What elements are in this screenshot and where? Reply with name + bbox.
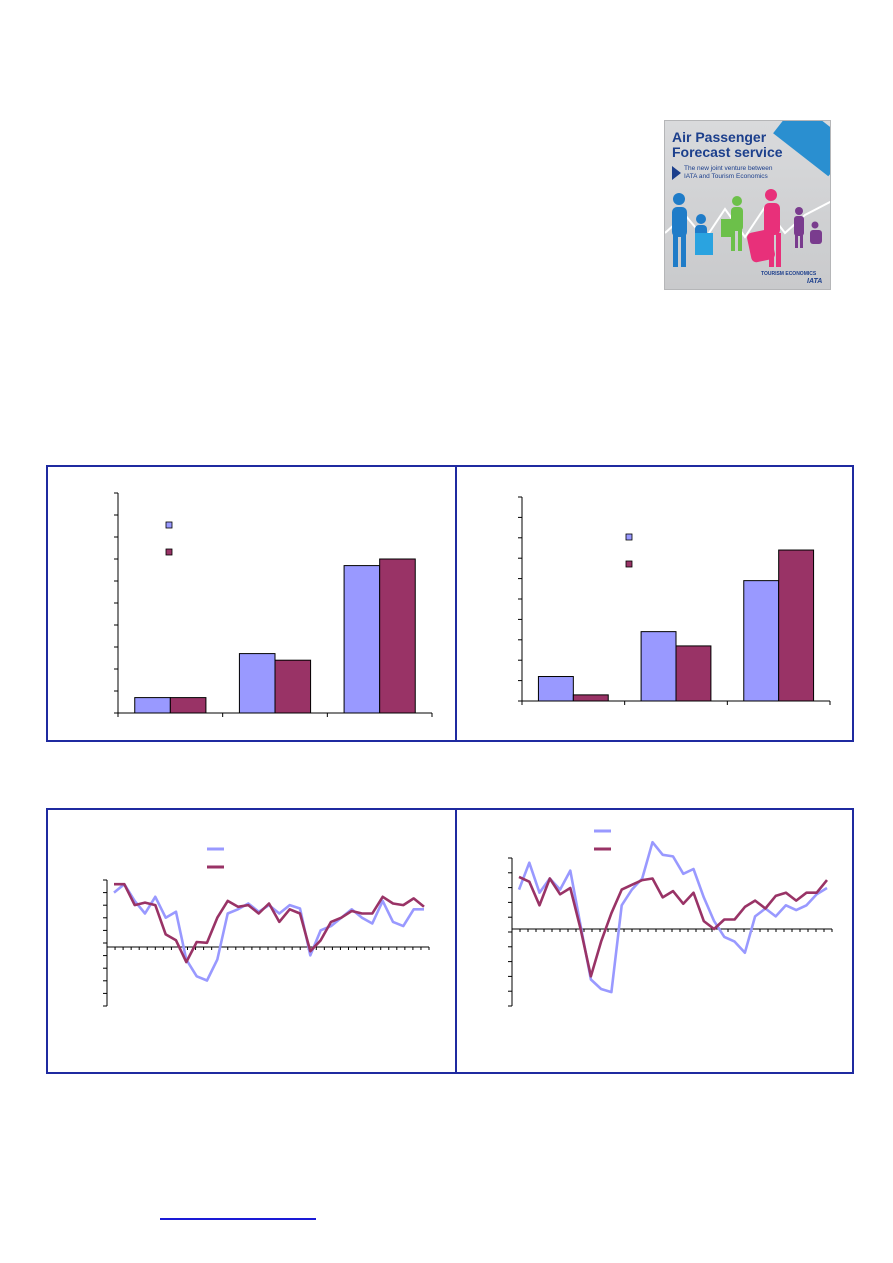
brochure-image: Air Passenger Forecast service The new j… bbox=[664, 120, 831, 290]
chart-panel-bottom bbox=[46, 808, 854, 1074]
iata-logo: IATA bbox=[807, 278, 823, 285]
hyperlink-underline[interactable] bbox=[160, 1218, 316, 1220]
brochure-subtitle: The new joint venture between IATA and T… bbox=[684, 165, 773, 180]
chart-divider bbox=[455, 810, 457, 1072]
tourism-economics-logo: TOURISM ECONOMICS bbox=[761, 271, 817, 277]
chart-divider bbox=[455, 467, 457, 740]
brochure-title: Air Passenger Forecast service bbox=[672, 129, 783, 160]
chart-panel-top bbox=[46, 465, 854, 742]
chevron-right-icon bbox=[672, 166, 681, 180]
brochure-illustration bbox=[665, 189, 830, 267]
